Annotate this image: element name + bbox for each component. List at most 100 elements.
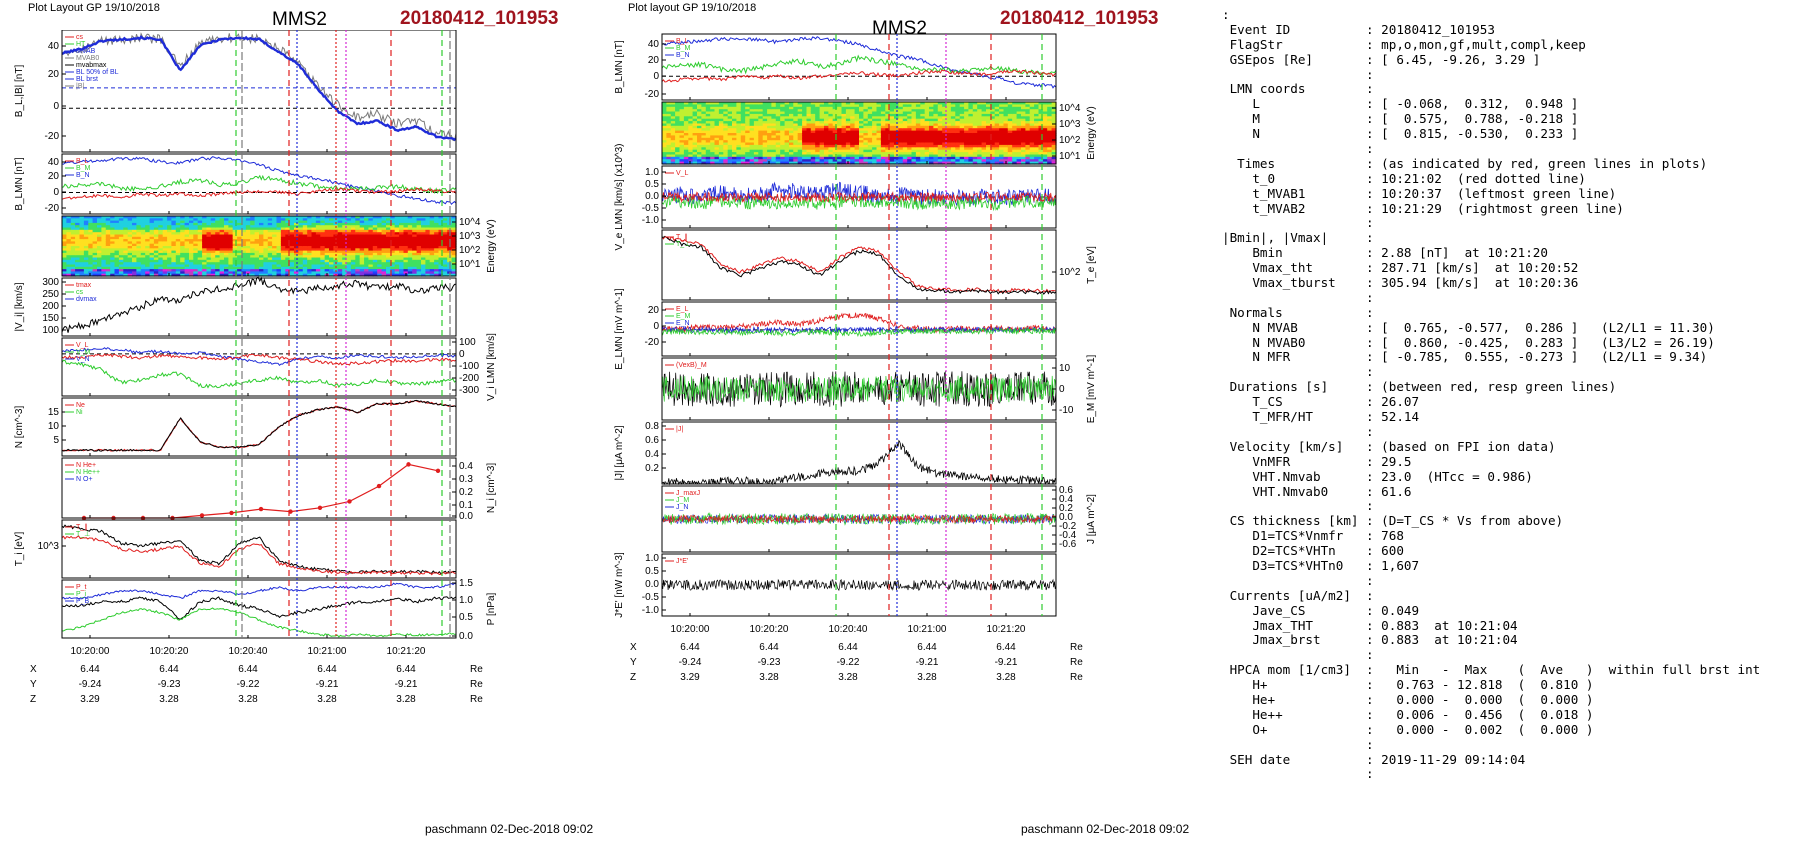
spectrogram-cell: [815, 152, 821, 156]
spectrogram-cell: [162, 246, 168, 249]
spectrogram-cell: [272, 229, 278, 233]
spectrogram-cell: [889, 154, 895, 158]
spectrogram-cell: [946, 128, 952, 132]
spectrogram-cell: [153, 248, 159, 252]
spectrogram-cell: [797, 121, 803, 125]
spectrogram-cell: [224, 243, 229, 247]
spectrogram-cell: [83, 271, 89, 275]
spectrogram-cell: [421, 236, 426, 240]
spectrogram-cell: [202, 243, 208, 247]
spectrogram-cell: [911, 149, 917, 153]
spectrogram-cell: [425, 250, 431, 254]
spectrogram-cell: [810, 102, 816, 105]
spectrogram-cell: [272, 246, 278, 249]
spectrogram-cell: [1038, 152, 1044, 156]
spectrogram-cell: [732, 142, 737, 146]
spectrogram-cell: [368, 241, 374, 245]
spectrogram-cell: [705, 159, 711, 163]
spectrogram-cell: [280, 232, 286, 236]
spectrogram-cell: [210, 248, 216, 252]
spectrogram-cell: [416, 234, 422, 238]
spectrogram-cell: [285, 232, 291, 236]
spectrogram-cell: [710, 118, 716, 122]
spectrogram-cell: [118, 248, 124, 252]
spectrogram-cell: [350, 259, 356, 263]
spectrogram-cell: [350, 232, 356, 236]
spectrogram-cell: [315, 229, 321, 233]
spectrogram-cell: [1034, 147, 1040, 151]
spectrogram-cell: [924, 147, 930, 151]
spectrogram-cell: [1034, 121, 1040, 125]
spectrogram-cell: [407, 262, 413, 266]
spectrogram-cell: [745, 156, 751, 160]
spectrogram-cell: [425, 236, 431, 240]
spectrogram-cell: [442, 257, 448, 261]
spectrogram-cell: [959, 133, 965, 136]
spectrogram-cell: [705, 104, 711, 108]
spectrogram-cell: [828, 152, 834, 156]
spectrogram-cell: [320, 266, 326, 270]
spectrogram-cell: [83, 232, 89, 236]
spectrogram-cell: [1012, 135, 1018, 139]
spectrogram-cell: [180, 257, 186, 261]
spectrogram-cell: [189, 222, 194, 226]
spectrogram-cell: [911, 135, 917, 139]
spectrogram-cell: [237, 257, 243, 261]
spectrogram-cell: [745, 144, 751, 148]
spectrogram-cell: [237, 262, 243, 266]
spectrogram-cell: [950, 109, 956, 113]
spectrogram-cell: [267, 229, 273, 233]
spectrogram-cell: [1038, 142, 1044, 146]
spectrogram-cell: [670, 137, 676, 141]
panel-8: 10^3T_i [eV]T_∥T_⊥: [14, 519, 457, 579]
spectrogram-cell: [206, 273, 212, 277]
spectrogram-cell: [114, 236, 120, 240]
spectrogram-cell: [267, 236, 273, 240]
spectrogram-cell: [806, 133, 812, 136]
spectrogram-cell: [70, 227, 76, 231]
spectrogram-cell: [329, 246, 334, 249]
spectrogram-cell: [880, 104, 886, 108]
spectrogram-cell: [298, 248, 304, 252]
spectrogram-cell: [937, 128, 943, 132]
spectrogram-cell: [1029, 130, 1035, 134]
spectrogram-cell: [666, 116, 672, 120]
spectrogram-cell: [683, 137, 689, 141]
spectrogram-cell: [784, 118, 790, 122]
spectrogram-cell: [250, 250, 256, 254]
spectrogram-cell: [254, 243, 260, 247]
spectrogram-cell: [819, 109, 825, 113]
spectrogram-cell: [841, 156, 847, 160]
spectrogram-cell: [149, 239, 155, 242]
spectrogram-cell: [416, 248, 422, 252]
spectrogram-cell: [346, 273, 352, 277]
spectrogram-cell: [289, 264, 295, 268]
spectrogram-cell: [162, 262, 168, 266]
spectrogram-cell: [732, 109, 737, 113]
spectrogram-cell: [285, 222, 291, 226]
spectrogram-cell: [232, 262, 238, 266]
spectrogram-cell: [276, 239, 282, 242]
spectrogram-cell: [662, 113, 667, 117]
spectrogram-cell: [863, 144, 869, 148]
spectrogram-cell: [1047, 116, 1053, 120]
spectrogram-cell: [946, 152, 952, 156]
spectrogram-cell: [666, 159, 672, 163]
spectrogram-cell: [359, 266, 365, 270]
spectrogram-cell: [793, 149, 799, 153]
spectrogram-cell: [859, 147, 864, 151]
left-event-id: 20180412_101953: [400, 8, 559, 29]
spectrogram-cell: [75, 269, 81, 272]
spectrogram-cell: [62, 222, 67, 226]
spectrogram-cell: [189, 250, 194, 254]
spectrogram-cell: [802, 137, 808, 141]
spectrogram-cell: [1029, 123, 1035, 127]
spectrogram-cell: [438, 252, 444, 256]
spectrogram-cell: [723, 144, 729, 148]
spectrogram-cell: [810, 154, 816, 158]
spectrogram-cell: [1034, 135, 1040, 139]
spectrogram-cell: [315, 216, 321, 219]
spectrogram-cell: [359, 259, 365, 263]
spectrogram-cell: [880, 121, 886, 125]
spectrogram-cell: [70, 252, 76, 256]
